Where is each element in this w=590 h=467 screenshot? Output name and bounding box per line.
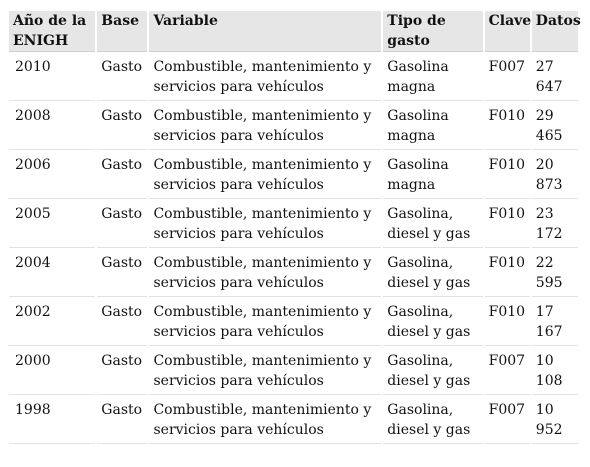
- cell-variable: Combustible, mantenimiento y servicios p…: [149, 201, 382, 248]
- cell-clave: F010: [484, 152, 530, 199]
- cell-variable: Combustible, mantenimiento y servicios p…: [149, 54, 382, 101]
- cell-variable: Combustible, mantenimiento y servicios p…: [149, 250, 382, 297]
- cell-clave: F010: [484, 201, 530, 248]
- cell-year: 2000: [9, 348, 96, 395]
- cell-variable: Combustible, mantenimiento y servicios p…: [149, 152, 382, 199]
- cell-tipo-de-gasto: Gasolina, diesel y gas: [383, 201, 483, 248]
- header-row: Año de la ENIGH Base Variable Tipo de ga…: [9, 11, 581, 52]
- table-row: 2006 Gasto Combustible, mantenimiento y …: [9, 152, 578, 199]
- cell-clave: F007: [484, 54, 530, 101]
- cell-tipo-de-gasto: Gasolina magna: [383, 103, 483, 150]
- cell-tipo-de-gasto: Gasolina, diesel y gas: [383, 299, 483, 346]
- cell-base: Gasto: [97, 54, 148, 101]
- cell-clave: F010: [484, 299, 530, 346]
- table-row: 2002 Gasto Combustible, mantenimiento y …: [9, 299, 578, 346]
- cell-base: Gasto: [97, 201, 148, 248]
- table-row: 2004 Gasto Combustible, mantenimiento y …: [9, 250, 578, 297]
- cell-datos: 22 595: [531, 250, 578, 297]
- cell-clave: F007: [484, 397, 530, 444]
- header-year: Año de la ENIGH: [9, 11, 96, 52]
- cell-base: Gasto: [97, 348, 148, 395]
- enigh-data-table-container: Año de la ENIGH Base Variable Tipo de ga…: [7, 9, 581, 446]
- table-row: 2010 Gasto Combustible, mantenimiento y …: [9, 54, 578, 101]
- cell-year: 2008: [9, 103, 96, 150]
- cell-base: Gasto: [97, 103, 148, 150]
- cell-year: 2005: [9, 201, 96, 248]
- table-row: 2000 Gasto Combustible, mantenimiento y …: [9, 348, 578, 395]
- cell-clave: F007: [484, 348, 530, 395]
- cell-variable: Combustible, mantenimiento y servicios p…: [149, 103, 382, 150]
- table-row: 1998 Gasto Combustible, mantenimiento y …: [9, 397, 578, 444]
- cell-datos: 20 873: [531, 152, 578, 199]
- cell-year: 2006: [9, 152, 96, 199]
- cell-year: 2002: [9, 299, 96, 346]
- cell-datos: 29 465: [531, 103, 578, 150]
- cell-clave: F010: [484, 103, 530, 150]
- enigh-data-table: Año de la ENIGH Base Variable Tipo de ga…: [7, 9, 581, 446]
- cell-datos: 17 167: [531, 299, 578, 346]
- cell-variable: Combustible, mantenimiento y servicios p…: [149, 348, 382, 395]
- header-datos: Datos: [531, 11, 581, 52]
- cell-tipo-de-gasto: Gasolina, diesel y gas: [383, 397, 483, 444]
- cell-year: 2010: [9, 54, 96, 101]
- cell-base: Gasto: [97, 152, 148, 199]
- cell-datos: 27 647: [531, 54, 578, 101]
- cell-tipo-de-gasto: Gasolina magna: [383, 54, 483, 101]
- header-base: Base: [97, 11, 148, 52]
- cell-base: Gasto: [97, 397, 148, 444]
- table-row: 2008 Gasto Combustible, mantenimiento y …: [9, 103, 578, 150]
- cell-base: Gasto: [97, 250, 148, 297]
- cell-variable: Combustible, mantenimiento y servicios p…: [149, 299, 382, 346]
- cell-base: Gasto: [97, 299, 148, 346]
- table-body: 2010 Gasto Combustible, mantenimiento y …: [9, 54, 578, 444]
- cell-tipo-de-gasto: Gasolina, diesel y gas: [383, 250, 483, 297]
- cell-datos: 10 952: [531, 397, 578, 444]
- table-header: Año de la ENIGH Base Variable Tipo de ga…: [9, 11, 581, 52]
- header-tipo-de-gasto: Tipo de gasto: [383, 11, 483, 52]
- cell-tipo-de-gasto: Gasolina, diesel y gas: [383, 348, 483, 395]
- cell-year: 1998: [9, 397, 96, 444]
- cell-datos: 23 172: [531, 201, 578, 248]
- cell-datos: 10 108: [531, 348, 578, 395]
- cell-variable: Combustible, mantenimiento y servicios p…: [149, 397, 382, 444]
- header-variable: Variable: [149, 11, 382, 52]
- cell-tipo-de-gasto: Gasolina magna: [383, 152, 483, 199]
- header-clave: Clave: [484, 11, 531, 52]
- cell-year: 2004: [9, 250, 96, 297]
- cell-clave: F010: [484, 250, 530, 297]
- table-row: 2005 Gasto Combustible, mantenimiento y …: [9, 201, 578, 248]
